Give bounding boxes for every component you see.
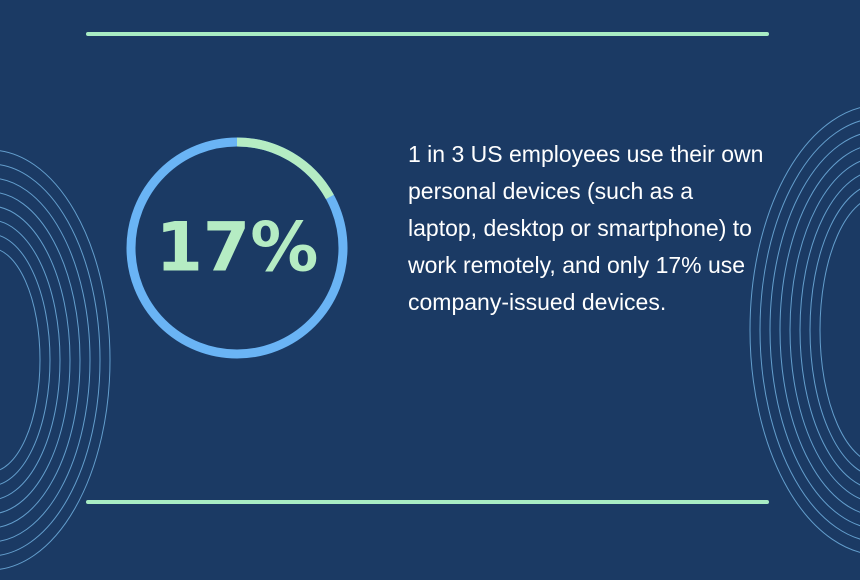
donut-segment	[236, 137, 334, 200]
decoration-right	[749, 107, 860, 553]
description: 1 in 3 US employees use their own person…	[408, 141, 764, 315]
donut-label: 17%	[156, 209, 319, 288]
decoration-left	[0, 150, 111, 570]
